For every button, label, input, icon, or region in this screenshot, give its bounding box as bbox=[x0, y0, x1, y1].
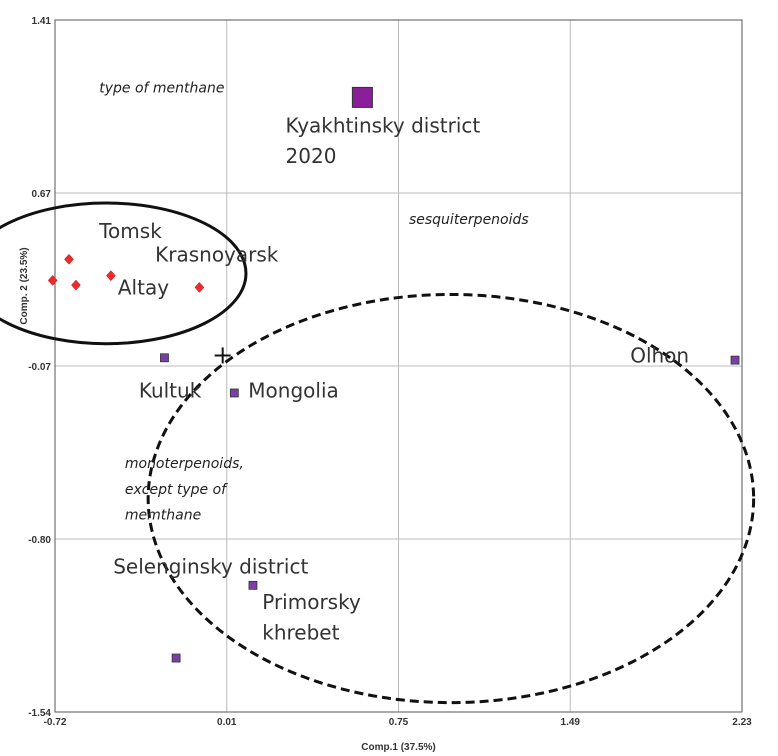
diamond-point bbox=[64, 253, 74, 265]
y-tick-label: -1.54 bbox=[28, 708, 51, 719]
point-label: Olhon bbox=[630, 343, 689, 367]
diamond-point bbox=[194, 282, 205, 293]
origin-marker bbox=[214, 347, 231, 364]
x-axis-label: Comp.1 (37.5%) bbox=[361, 742, 435, 753]
annotation-text: monoterpenoids, bbox=[125, 456, 244, 472]
annotation-text: sesquiterpenoids bbox=[409, 212, 529, 228]
point-label: Selenginsky district bbox=[113, 555, 308, 579]
point-label: Kyakhtinsky district bbox=[286, 114, 481, 138]
annotation-text: type of menthane bbox=[99, 81, 224, 97]
square-point bbox=[229, 388, 239, 398]
annotations: type of menthane sesquiterpenoids monoterp… bbox=[99, 81, 528, 524]
y-tick-label: -0.07 bbox=[28, 362, 51, 373]
axis-ticks: -0.72 0.01 0.75 1.49 2.23 1.41 0.67 -0.07 -0.80 -… bbox=[28, 16, 752, 728]
data-points bbox=[47, 86, 740, 663]
large-square-point bbox=[351, 86, 373, 108]
y-tick-label: -0.80 bbox=[28, 535, 51, 546]
point-label: Altay bbox=[118, 275, 169, 299]
group-outlines bbox=[0, 201, 756, 705]
grid-lines bbox=[55, 20, 742, 712]
diamond-point bbox=[71, 279, 81, 291]
y-tick-label: 0.67 bbox=[32, 189, 52, 200]
point-label: khrebet bbox=[262, 620, 339, 644]
diamond-point bbox=[47, 275, 58, 286]
square-point bbox=[730, 355, 740, 365]
plot-frame bbox=[54, 19, 743, 713]
point-label: Tomsk bbox=[98, 219, 162, 243]
diamond-point bbox=[106, 270, 116, 282]
x-tick-label: 2.23 bbox=[732, 717, 752, 728]
annotation-text: memthane bbox=[125, 508, 201, 524]
y-axis-label: Comp. 2 (23.5%) bbox=[19, 247, 30, 324]
point-label: Kultuk bbox=[139, 379, 202, 403]
annotation-text: except type of bbox=[125, 482, 228, 498]
square-point bbox=[248, 580, 258, 590]
point-label: Mongolia bbox=[248, 379, 338, 403]
dashed-ellipse bbox=[146, 292, 756, 705]
x-tick-label: 1.49 bbox=[561, 717, 581, 728]
x-tick-label: 0.01 bbox=[217, 717, 237, 728]
square-point bbox=[171, 653, 181, 663]
x-tick-label: 0.75 bbox=[389, 717, 409, 728]
point-label: 2020 bbox=[286, 144, 337, 168]
point-label: Krasnoyarsk bbox=[155, 243, 279, 267]
solid-ellipse bbox=[0, 201, 248, 346]
y-tick-label: 1.41 bbox=[32, 16, 52, 27]
x-tick-label: -0.72 bbox=[44, 717, 67, 728]
square-point bbox=[160, 353, 169, 363]
point-label: Primorsky bbox=[262, 590, 361, 614]
